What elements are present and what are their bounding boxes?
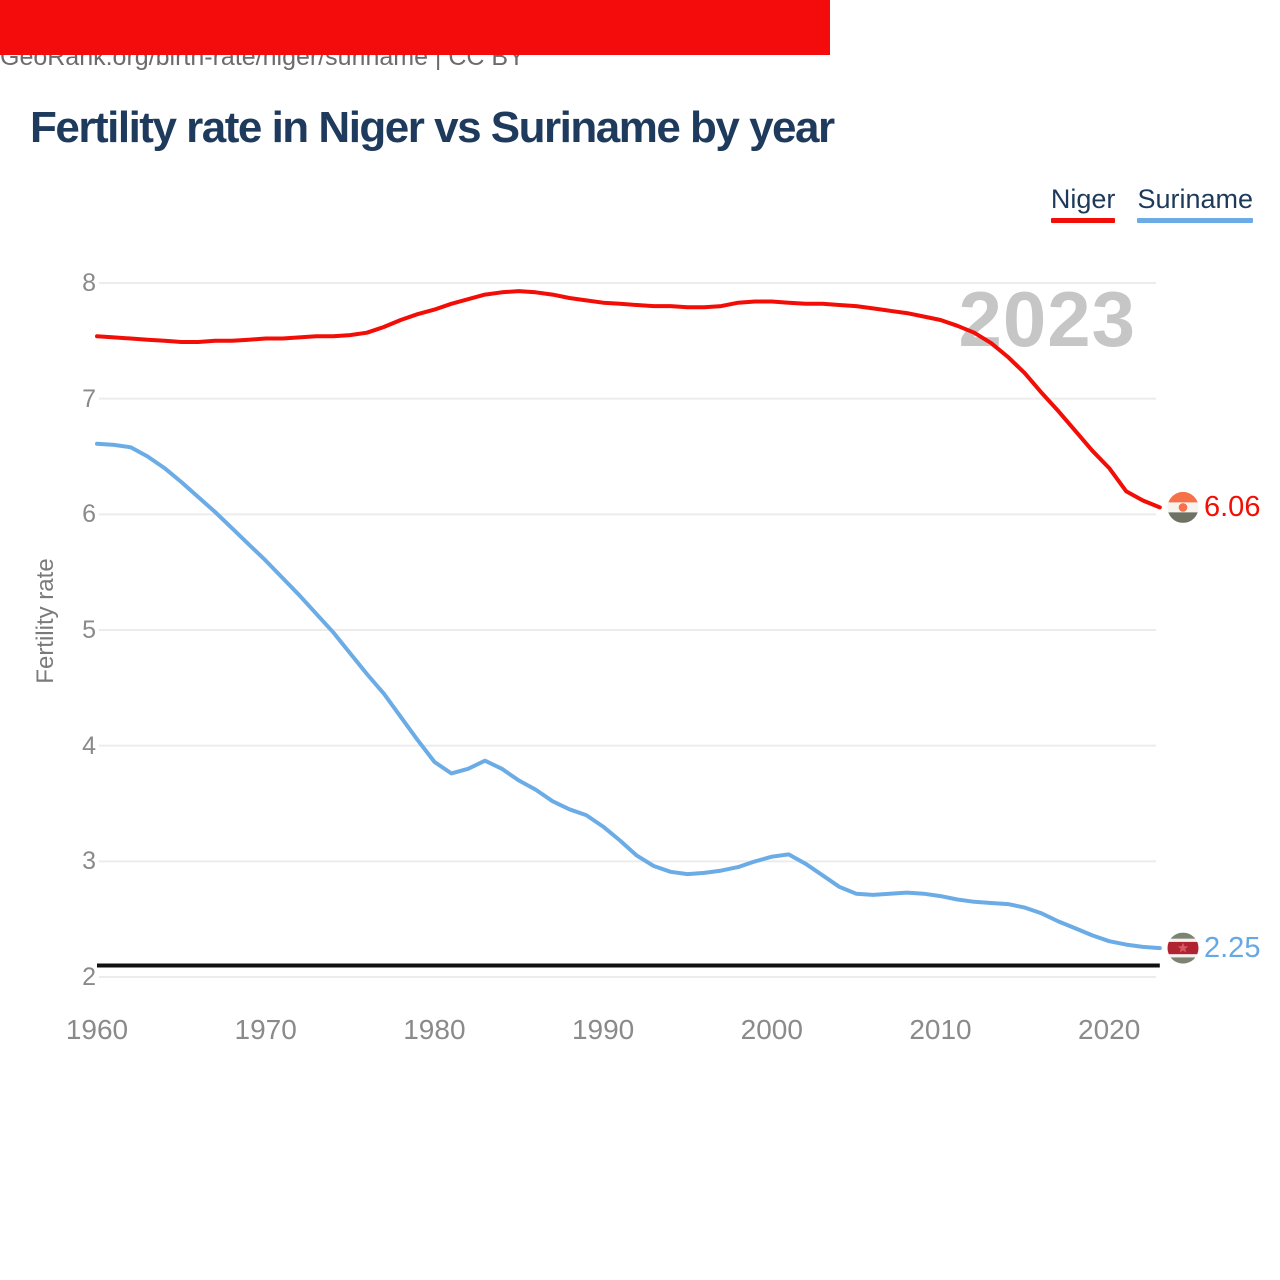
x-tick-label: 2000 bbox=[740, 1014, 803, 1045]
y-tick-label: 6 bbox=[82, 500, 96, 529]
y-axis-label: Fertility rate bbox=[32, 558, 59, 684]
legend-item-suriname[interactable]: Suriname bbox=[1137, 184, 1253, 223]
niger-flag-icon bbox=[1167, 491, 1199, 523]
legend-item-niger[interactable]: Niger bbox=[1050, 184, 1116, 223]
x-tick-label: 2020 bbox=[1078, 1014, 1141, 1045]
page-title: Fertility rate in Niger vs Suriname by y… bbox=[30, 103, 835, 152]
top-accent-bar bbox=[0, 0, 830, 55]
legend-label-suriname: Suriname bbox=[1137, 184, 1253, 214]
y-tick-label: 7 bbox=[82, 384, 96, 413]
y-tick-label: 5 bbox=[82, 616, 96, 644]
niger-end-value-label: 6.06 bbox=[1204, 491, 1261, 524]
y-tick-label: 4 bbox=[82, 731, 96, 760]
y-tick-label: 3 bbox=[82, 847, 96, 876]
x-tick-label: 1990 bbox=[571, 1014, 635, 1045]
legend-underline-niger bbox=[1050, 218, 1116, 223]
legend: Niger Suriname bbox=[1050, 184, 1253, 223]
year-watermark: 2023 bbox=[958, 275, 1136, 363]
y-tick-label: 8 bbox=[82, 269, 96, 297]
legend-underline-suriname bbox=[1137, 218, 1253, 223]
niger-line-series bbox=[95, 289, 1162, 510]
y-tick-label: 2 bbox=[82, 963, 96, 992]
suriname-line-series bbox=[95, 441, 1162, 951]
x-tick-label: 1970 bbox=[234, 1014, 297, 1045]
x-tick-label: 1980 bbox=[403, 1014, 466, 1045]
legend-label-niger: Niger bbox=[1050, 184, 1116, 214]
x-tick-label: 1960 bbox=[65, 1014, 129, 1045]
x-tick-label: 2010 bbox=[909, 1014, 972, 1045]
suriname-end-value-label: 2.25 bbox=[1204, 932, 1261, 965]
suriname-flag-icon bbox=[1167, 932, 1199, 964]
